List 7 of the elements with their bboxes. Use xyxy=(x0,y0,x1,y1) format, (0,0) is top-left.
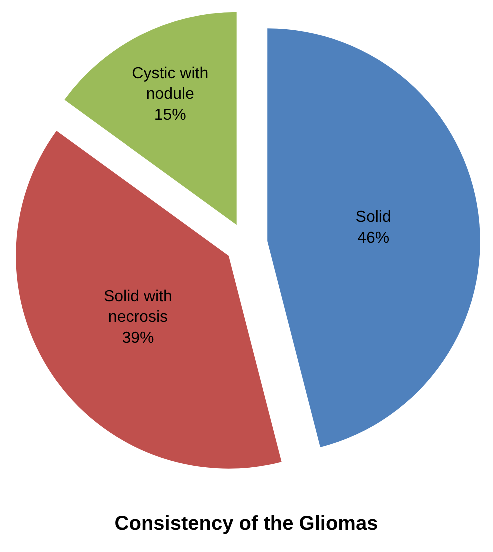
slice-label: Solid with necrosis xyxy=(104,288,172,326)
text: Consistency of the Gliomas xyxy=(114,512,378,535)
data-label: 15% xyxy=(154,107,186,124)
slice-label: Solid xyxy=(356,209,392,226)
slice-label: Cystic with nodule xyxy=(132,65,209,104)
data-label: 39% xyxy=(122,330,154,347)
data-label: 46% xyxy=(358,230,390,247)
